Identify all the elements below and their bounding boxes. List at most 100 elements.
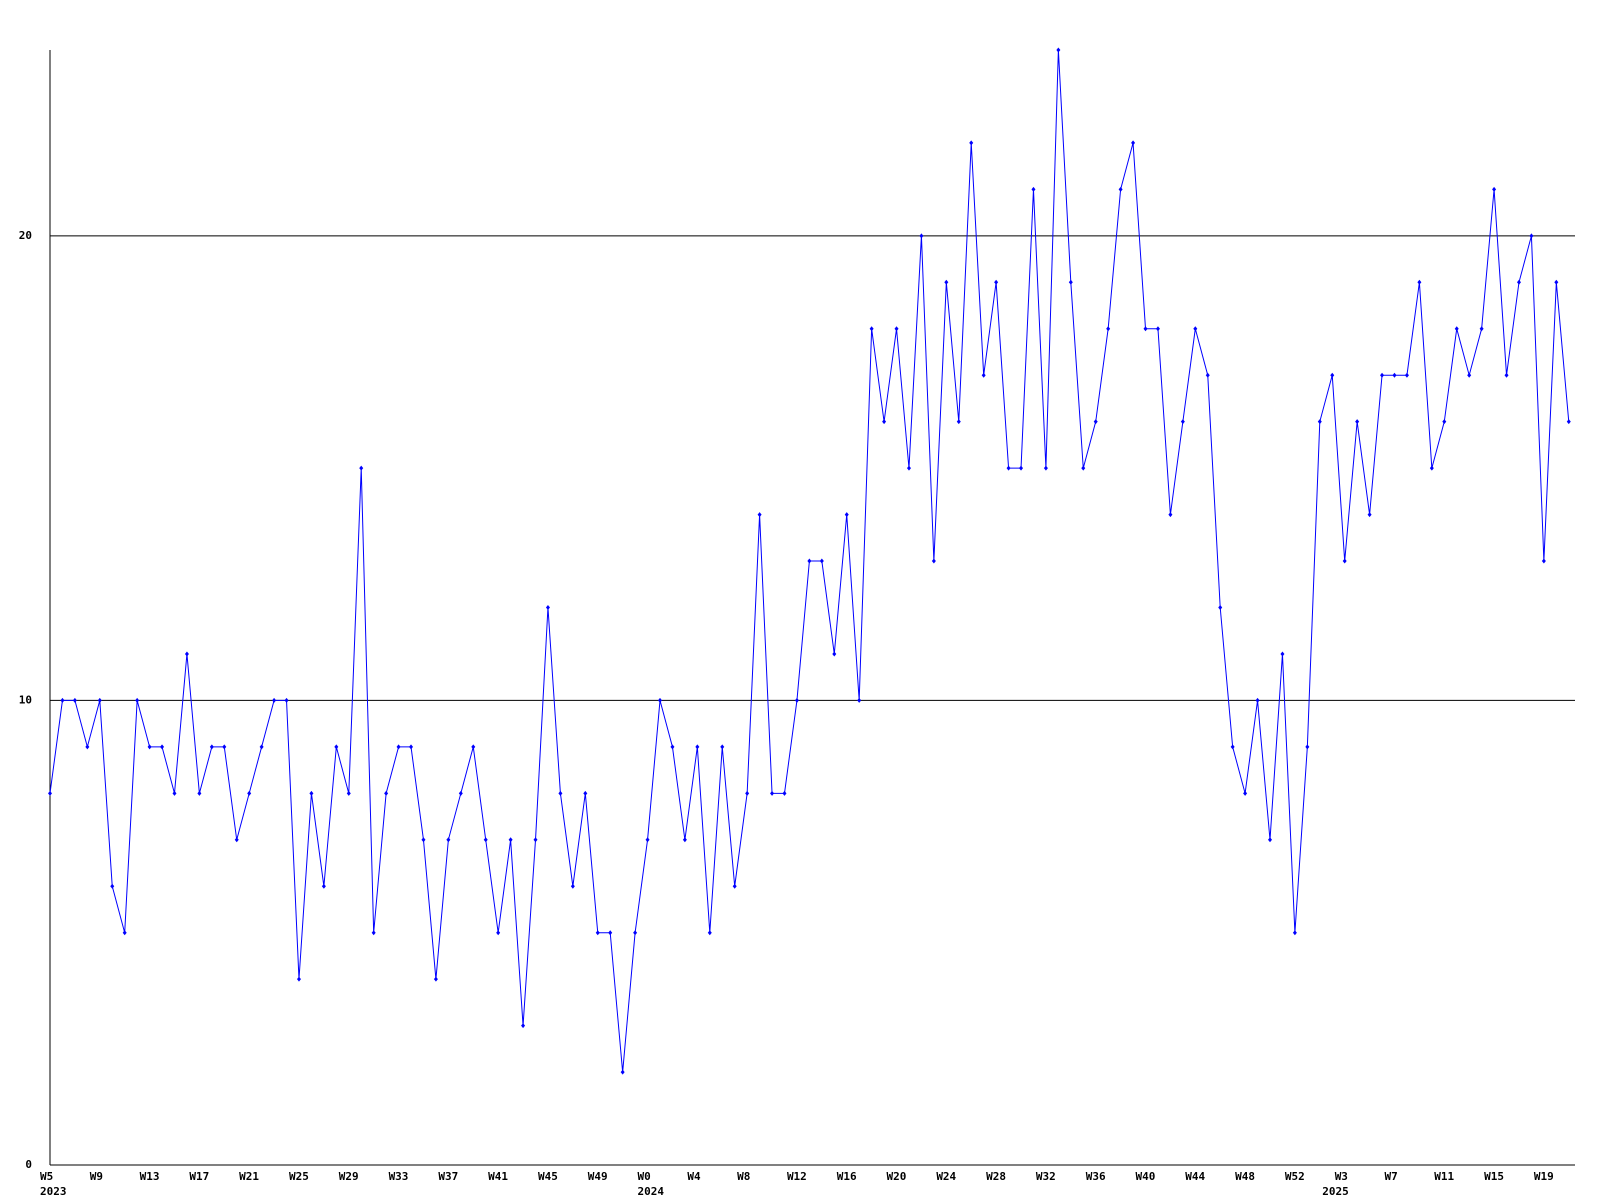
x-year-label: 2023 [40, 1185, 67, 1198]
point [545, 605, 550, 610]
x-tick-label: W28 [986, 1170, 1006, 1183]
point [906, 465, 911, 471]
point [1031, 186, 1036, 192]
point [1131, 140, 1136, 146]
x-tick-label: W48 [1235, 1170, 1255, 1183]
point [919, 233, 924, 239]
point [1043, 465, 1048, 471]
point [944, 279, 949, 285]
x-tick-label: W9 [90, 1170, 103, 1183]
point [172, 790, 177, 796]
point [1292, 930, 1297, 936]
x-tick-label: W8 [737, 1170, 750, 1183]
x-tick-label: W41 [488, 1170, 508, 1183]
point [1467, 372, 1472, 378]
point [97, 697, 102, 703]
point [147, 744, 152, 750]
x-tick-label: W15 [1484, 1170, 1504, 1183]
point [1243, 790, 1248, 796]
y-tick-label: 0 [25, 1158, 32, 1171]
point [807, 558, 812, 564]
point [832, 651, 837, 657]
point [670, 744, 675, 750]
point [620, 1069, 625, 1075]
x-tick-label: W49 [588, 1170, 608, 1183]
x-tick-label: W16 [837, 1170, 857, 1183]
point [1355, 419, 1360, 425]
point [85, 744, 90, 750]
y-tick-label: 20 [19, 229, 32, 242]
point [1255, 697, 1260, 703]
point [981, 372, 986, 378]
point [570, 883, 575, 889]
point [359, 465, 364, 471]
point [222, 744, 227, 750]
point [296, 976, 301, 982]
point [682, 837, 687, 843]
point [583, 790, 588, 796]
point [272, 697, 277, 703]
point [1529, 233, 1534, 239]
point [1019, 465, 1024, 471]
point [658, 697, 662, 703]
point [595, 930, 600, 936]
x-tick-label: W36 [1086, 1170, 1106, 1183]
point [1081, 465, 1086, 471]
point [1230, 744, 1235, 750]
point [521, 1023, 526, 1029]
point [409, 744, 414, 750]
point [1429, 465, 1434, 471]
point [969, 140, 974, 146]
point [1492, 186, 1497, 192]
point [1106, 326, 1111, 332]
point [1516, 279, 1521, 285]
point [1392, 372, 1397, 378]
y-tick-label: 10 [19, 693, 32, 706]
point [745, 790, 750, 796]
x-tick-label: W11 [1434, 1170, 1454, 1183]
point [757, 512, 762, 518]
point [645, 837, 650, 843]
point [720, 744, 725, 750]
point [1404, 372, 1409, 378]
point [1193, 326, 1198, 332]
point [1118, 186, 1123, 192]
point [508, 837, 513, 843]
point [396, 744, 401, 750]
x-year-label: 2025 [1322, 1185, 1349, 1198]
point [1417, 279, 1422, 285]
x-tick-label: W17 [189, 1170, 209, 1183]
point [321, 883, 326, 889]
point [1068, 279, 1073, 285]
point [1056, 47, 1061, 53]
point [695, 744, 700, 750]
x-tick-label: W19 [1534, 1170, 1554, 1183]
point [1342, 558, 1347, 564]
point [48, 790, 52, 796]
point [1305, 744, 1310, 750]
point [994, 279, 999, 285]
point [1367, 512, 1372, 518]
point [184, 651, 189, 657]
point [309, 790, 314, 796]
point [483, 837, 488, 843]
point [869, 326, 874, 332]
point [1380, 372, 1385, 378]
point [558, 790, 563, 796]
point [819, 558, 824, 564]
point [608, 930, 613, 936]
point [1317, 419, 1322, 425]
point [770, 790, 775, 796]
point [1155, 326, 1160, 332]
x-tick-label: W37 [438, 1170, 458, 1183]
x-year-label: 2024 [638, 1185, 665, 1198]
point [707, 930, 712, 936]
point [633, 930, 638, 936]
x-tick-label: W45 [538, 1170, 558, 1183]
point [72, 697, 77, 703]
x-tick-label: W32 [1036, 1170, 1056, 1183]
point [259, 744, 264, 750]
x-tick-label: W33 [389, 1170, 409, 1183]
point [496, 930, 501, 936]
